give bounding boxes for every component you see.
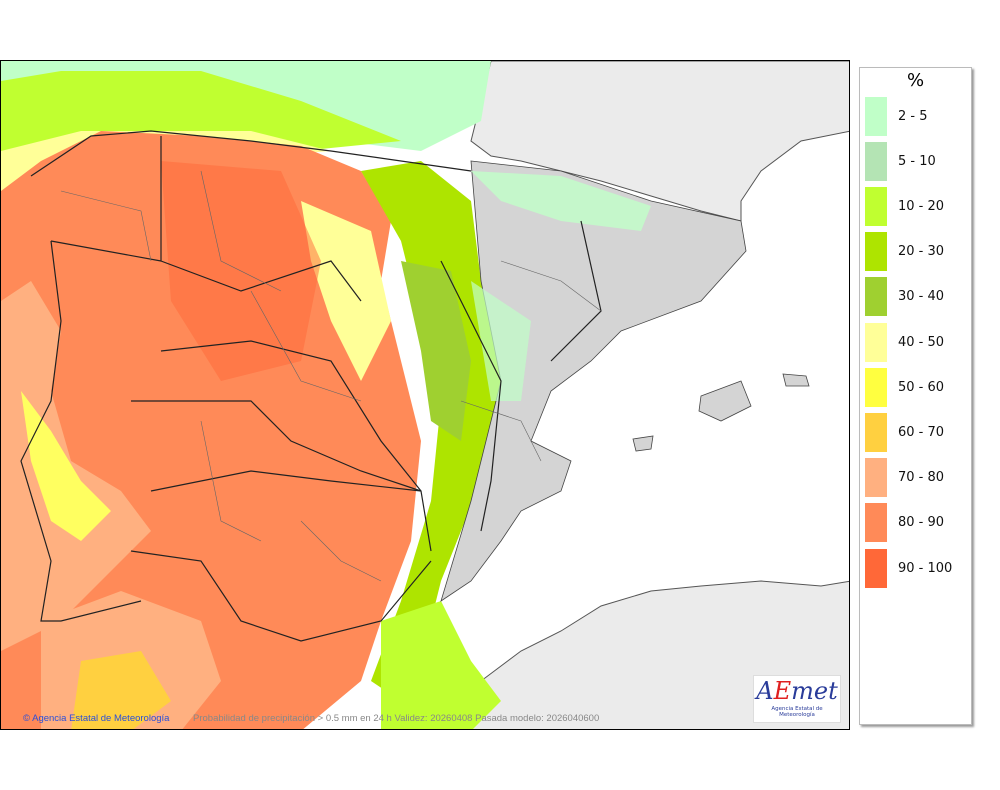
legend-swatch (865, 186, 887, 226)
logo-subtitle: Agencia Estatal de Meteorología (771, 706, 823, 718)
legend-label: 90 - 100 (898, 560, 953, 576)
legend-label: 10 - 20 (898, 198, 945, 214)
legend-unit: % (906, 70, 925, 91)
legend-swatch (865, 548, 887, 588)
copyright-icon: © (23, 713, 30, 724)
legend-swatch (865, 458, 887, 498)
agency-credit[interactable]: © Agencia Estatal de Meteorología (23, 713, 169, 724)
legend-item: 70 - 80 (865, 458, 944, 498)
map-caption: Probabilidad de precipitación > 0.5 mm e… (193, 713, 600, 724)
legend-swatch (865, 141, 887, 181)
legend-label: 60 - 70 (898, 424, 945, 440)
legend-item: 50 - 60 (865, 367, 944, 407)
legend-label: 30 - 40 (898, 289, 945, 305)
aemet-logo: AEmet Agencia Estatal de Meteorología (753, 675, 841, 723)
legend-label: 70 - 80 (898, 470, 945, 486)
logo-mark: AEmet (756, 677, 838, 705)
precipitation-probability-map[interactable]: © Agencia Estatal de Meteorología Probab… (0, 60, 850, 730)
legend: % 2 - 5 5 - 10 10 - 20 20 - 30 30 - 40 40 - 5… (859, 67, 972, 725)
legend-swatch (865, 322, 887, 362)
legend-swatch (865, 277, 887, 317)
legend-label: 50 - 60 (898, 379, 945, 395)
legend-swatch (865, 503, 887, 543)
land-mallorca (698, 380, 752, 422)
legend-swatch (865, 412, 887, 452)
legend-item: 2 - 5 (865, 96, 928, 136)
credit-text: Agencia Estatal de Meteorología (32, 713, 170, 724)
land-africa (380, 580, 849, 729)
legend-label: 40 - 50 (898, 334, 945, 350)
legend-item: 10 - 20 (865, 186, 944, 226)
land-ibiza (632, 435, 654, 452)
legend-item: 80 - 90 (865, 503, 944, 543)
map-canvas (1, 61, 849, 729)
land-france (470, 61, 849, 222)
land-menorca (782, 373, 810, 387)
legend-label: 20 - 30 (898, 244, 945, 260)
land-east-spain (440, 160, 747, 602)
legend-swatch (865, 367, 887, 407)
legend-item: 20 - 30 (865, 232, 944, 272)
legend-label: 5 - 10 (898, 153, 936, 169)
legend-item: 60 - 70 (865, 412, 944, 452)
legend-item: 5 - 10 (865, 141, 936, 181)
province-borders (60, 170, 602, 582)
legend-item: 30 - 40 (865, 277, 944, 317)
legend-label: 2 - 5 (898, 108, 928, 124)
legend-item: 40 - 50 (865, 322, 944, 362)
legend-swatch (865, 232, 887, 272)
legend-label: 80 - 90 (898, 515, 945, 531)
legend-swatch (865, 96, 887, 136)
legend-item: 90 - 100 (865, 548, 952, 588)
